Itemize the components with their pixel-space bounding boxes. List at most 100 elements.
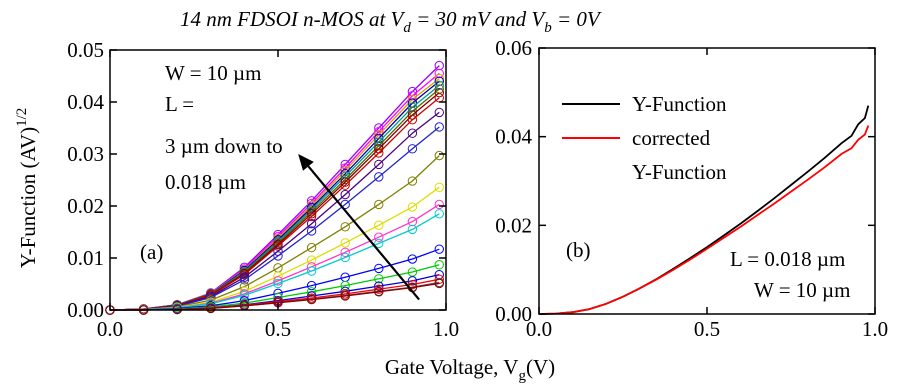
data-point [434,244,444,254]
data-point [306,242,317,253]
data-point [434,68,444,79]
data-point [374,232,384,242]
panel-a-min-length-label: 0.018 µm [165,170,246,194]
data-point [407,176,418,186]
x-tick-label: 0.5 [265,317,291,341]
data-point [340,177,350,187]
data-point [434,260,444,270]
y-tick-label: 0.00 [67,298,104,322]
y-tick-label: 0.06 [495,36,532,60]
data-point [434,199,444,210]
data-point [374,172,384,182]
data-point [273,251,283,261]
data-point [374,159,384,170]
panel-a-ticks: 0.00 0.01 0.02 0.03 0.04 0.05 0.0 0.5 1.0 [67,38,459,341]
panel-b-label: (b) [566,238,591,262]
data-point [374,140,384,151]
x-tick-label: 0.0 [526,317,552,341]
data-point [340,189,350,200]
legend-label-corrected-continuation: Y-Function [632,160,727,184]
data-point [434,278,444,289]
panel-b-data-layer [538,105,870,315]
data-point [434,182,444,192]
y-tick-label: 0.02 [67,194,104,218]
data-point [239,290,250,301]
data-point [407,114,418,125]
panel-b-width-label: W = 10 µm [754,278,850,302]
data-point [374,263,384,274]
panel-a-data-layer [105,60,444,315]
y-tick-label: 0.00 [495,302,532,326]
data-point [407,279,418,290]
x-tick-label: 1.0 [862,317,888,341]
data-point [374,148,384,158]
y-tick-label: 0.02 [495,213,532,237]
trend-arrow [307,165,420,301]
x-tick-label: 0.5 [694,317,720,341]
data-point [306,218,317,229]
data-point [273,276,283,286]
data-point [306,280,317,291]
y-tick-label: 0.01 [67,246,104,270]
y-tick-label: 0.05 [67,38,104,62]
data-point [407,224,418,235]
data-point [340,174,350,185]
data-point [374,220,384,230]
data-point [407,128,418,138]
data-point [374,199,384,210]
data-point [340,238,350,248]
data-point [340,247,350,257]
data-point [374,126,384,137]
panel-a-label: (a) [140,240,163,264]
data-point [374,274,384,284]
y-tick-label: 0.03 [67,142,104,166]
trend-arrow-head [298,154,314,171]
series-line-corrected [538,125,870,315]
data-point [374,238,384,249]
data-point [340,180,350,190]
panel-b: 0.00 0.02 0.04 0.06 0.0 0.5 1.0 Y-Function cor… [495,36,888,341]
data-point [407,254,418,264]
data-point [434,209,444,219]
data-point [434,107,444,118]
data-point [273,278,283,289]
data-point [434,87,444,98]
data-point [434,150,444,161]
panel-a: 0.00 0.01 0.02 0.03 0.04 0.05 0.0 0.5 1.0 (a) W … [67,38,459,341]
data-point [407,202,418,212]
data-point [340,222,350,232]
panel-b-ticks: 0.00 0.02 0.04 0.06 0.0 0.5 1.0 [495,36,888,341]
y-tick-label: 0.04 [67,90,104,114]
data-point [374,281,384,291]
data-point [306,255,317,265]
figure-title: 14 nm FDSOI n-MOS at Vd = 30 mV and Vb =… [180,7,602,36]
x-tick-label: 0.0 [97,317,123,341]
panel-a-length-range-label: 3 µm down to [165,134,283,158]
y-tick-label: 0.04 [495,125,532,149]
panel-a-width-label: W = 10 µm [165,61,261,85]
data-point [407,144,418,154]
panel-a-length-label: L = [165,92,194,116]
data-point [306,211,317,222]
series-line [109,78,440,311]
data-point [340,252,350,263]
data-point [306,209,317,219]
data-point [306,294,317,305]
data-point [273,241,283,251]
data-point [434,60,444,71]
panel-b-length-label: L = 0.018 µm [730,247,845,271]
x-tick-label: 1.0 [433,317,459,341]
data-point [434,73,444,84]
x-axis-label: Gate Voltage, Vg(V) [385,355,555,384]
data-point [306,266,317,276]
y-axis-label: Y-Function (AV)1/2 [14,108,40,269]
data-point [374,287,384,297]
data-point [206,303,216,314]
data-point [340,291,350,301]
data-point [306,226,317,236]
data-point [434,122,444,132]
legend-label-corrected: corrected [632,126,711,150]
data-point [407,216,418,227]
